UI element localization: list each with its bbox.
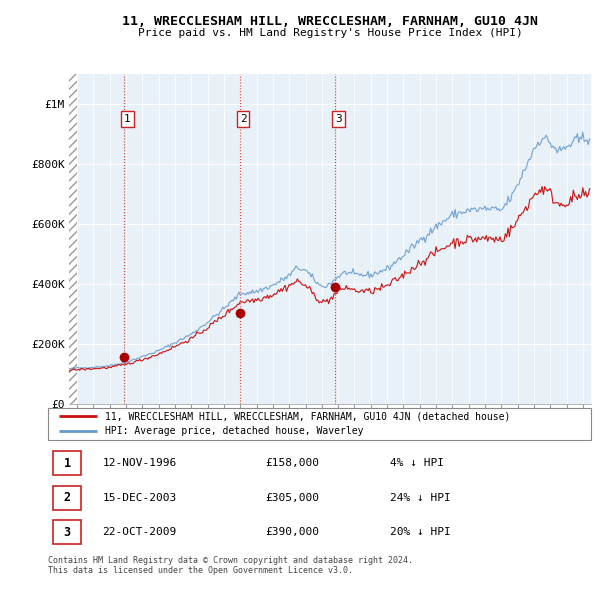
Text: 24% ↓ HPI: 24% ↓ HPI: [390, 493, 451, 503]
Text: 1: 1: [124, 114, 131, 124]
Text: Price paid vs. HM Land Registry's House Price Index (HPI): Price paid vs. HM Land Registry's House …: [137, 28, 523, 38]
Text: £390,000: £390,000: [265, 527, 319, 537]
FancyBboxPatch shape: [53, 520, 80, 544]
Text: 3: 3: [64, 526, 71, 539]
FancyBboxPatch shape: [53, 451, 80, 475]
Text: Contains HM Land Registry data © Crown copyright and database right 2024.: Contains HM Land Registry data © Crown c…: [48, 556, 413, 565]
Text: 3: 3: [335, 114, 342, 124]
Text: HPI: Average price, detached house, Waverley: HPI: Average price, detached house, Wave…: [105, 426, 364, 436]
Bar: [69, 74, 77, 404]
Text: 11, WRECCLESHAM HILL, WRECCLESHAM, FARNHAM, GU10 4JN (detached house): 11, WRECCLESHAM HILL, WRECCLESHAM, FARNH…: [105, 411, 511, 421]
Text: 12-NOV-1996: 12-NOV-1996: [103, 458, 176, 468]
Text: 2: 2: [239, 114, 247, 124]
Text: 2: 2: [64, 491, 71, 504]
Text: 20% ↓ HPI: 20% ↓ HPI: [390, 527, 451, 537]
Text: 1: 1: [64, 457, 71, 470]
Text: 15-DEC-2003: 15-DEC-2003: [103, 493, 176, 503]
FancyBboxPatch shape: [53, 486, 80, 510]
Text: This data is licensed under the Open Government Licence v3.0.: This data is licensed under the Open Gov…: [48, 566, 353, 575]
Text: £158,000: £158,000: [265, 458, 319, 468]
Text: 11, WRECCLESHAM HILL, WRECCLESHAM, FARNHAM, GU10 4JN: 11, WRECCLESHAM HILL, WRECCLESHAM, FARNH…: [122, 15, 538, 28]
Text: 22-OCT-2009: 22-OCT-2009: [103, 527, 176, 537]
Text: 4% ↓ HPI: 4% ↓ HPI: [390, 458, 444, 468]
Text: £305,000: £305,000: [265, 493, 319, 503]
FancyBboxPatch shape: [48, 408, 591, 440]
